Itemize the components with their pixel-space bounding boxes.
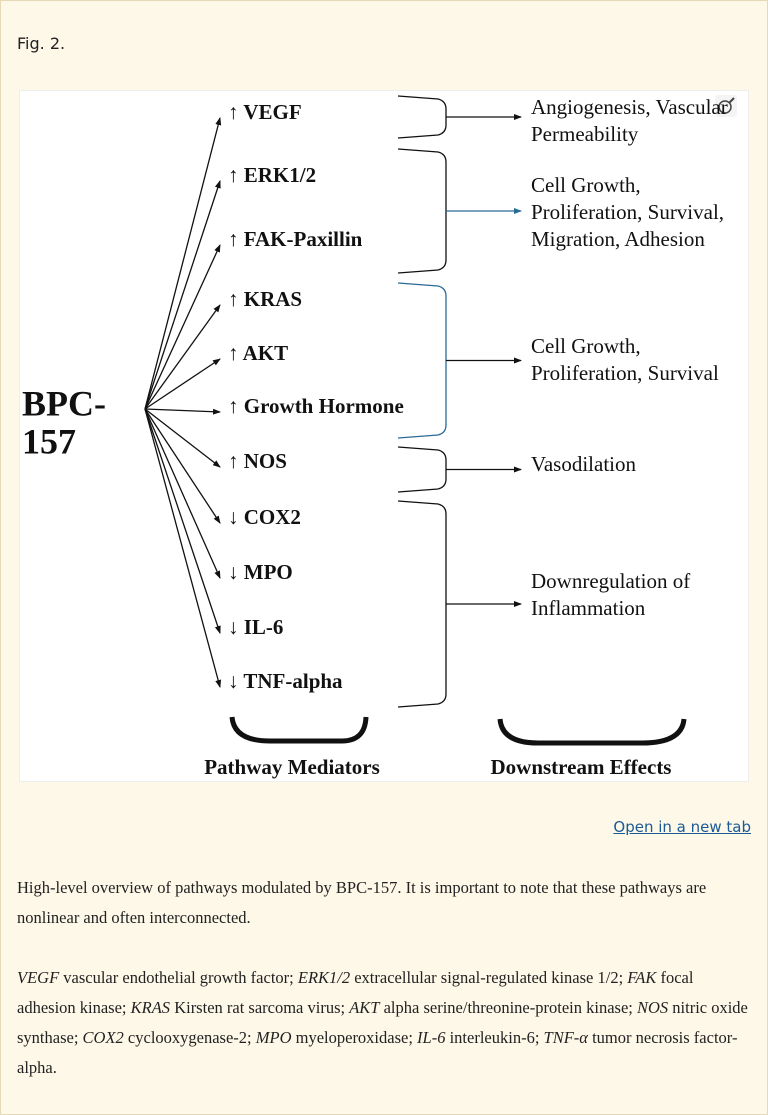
bracket [397,95,447,139]
zoom-icon[interactable] [715,95,737,117]
figure-image: BPC- 157 ↑ VEGF Angiogenesis, Vascular Perme… [19,90,749,782]
abbreviation: KRAS [130,998,171,1017]
abbreviation: NOS [636,998,669,1017]
arrow [144,408,222,688]
arrow [144,180,221,410]
effect: Migration, Adhesion [531,227,705,251]
effect: Downregulation of [531,569,690,593]
definition: interleukin-6; [449,1028,540,1047]
caption-abbreviations: VEGF vascular endothelial growth factor; … [17,963,753,1083]
mediator: ↑ FAK-Paxillin [228,227,363,251]
arrow [144,304,221,410]
mediator: ↑ ERK1/2 [228,163,316,187]
bracket [397,148,447,274]
mediator: ↑ Growth Hormone [228,394,404,418]
effect: Cell Growth, [531,173,641,197]
arrow [144,408,221,524]
arrow [144,117,222,410]
source-label: 157 [22,421,76,461]
effect: Proliferation, Survival, [531,200,724,224]
mediator: ↑ AKT [228,341,288,365]
abbreviation: COX2 [82,1028,124,1047]
mediator: ↑ NOS [228,449,287,473]
effect: Angiogenesis, Vascular [531,95,728,119]
caption-summary: High-level overview of pathways modulate… [17,878,707,927]
effect: Proliferation, Survival [531,361,719,385]
column-label: Pathway Mediators [204,755,380,779]
mediator: ↑ VEGF [228,100,302,124]
abbreviation: IL-6 [417,1028,446,1047]
column-label: Downstream Effects [491,755,672,779]
open-link[interactable]: Open in a new tab [613,818,751,836]
mediator: ↓ IL-6 [228,615,283,639]
arrow [144,408,221,634]
effect: Cell Growth, [531,334,641,358]
abbreviation: MPO [255,1028,292,1047]
definition: vascular endothelial growth factor; [63,968,294,987]
arrow [144,408,221,468]
bracket [397,282,447,439]
effect: Inflammation [531,596,646,620]
abbreviation: VEGF [17,968,60,987]
definition: focal adhesion kinase; [17,968,694,1017]
arrow [144,408,221,415]
brace [229,716,369,744]
mediator: ↑ KRAS [228,287,302,311]
abbreviation: AKT [349,998,380,1017]
definition: myeloperoxidase; [295,1028,413,1047]
mediator: ↓ TNF-alpha [228,669,343,693]
abbreviation: TNF-α [543,1028,588,1047]
brace [497,718,687,746]
effect: Vasodilation [531,452,636,476]
mediator: ↓ COX2 [228,505,301,529]
abbreviation: FAK [627,968,657,987]
definition: Kirsten rat sarcoma virus; [174,998,346,1017]
definition: cyclooxygenase-2; [127,1028,252,1047]
mediator: ↓ MPO [228,560,293,584]
figure-label: Fig. 2. [17,34,66,53]
diagram: BPC-157 ↑ VEGF Angiogenesis, Vascular Perme… [22,95,737,779]
definition: extracellular signal-regulated kinase 1/… [354,968,624,987]
definition: tumor necrosis factor-alpha. [17,1028,738,1077]
definition: alpha serine/threonine-protein kinase; [383,998,633,1017]
arrow [144,244,221,410]
arrow [144,408,221,579]
abbreviation: ERK1/2 [297,968,351,987]
bracket [397,500,447,708]
bracket [397,446,447,493]
definition: nitric oxide synthase; [17,998,748,1047]
effect: Permeability [531,122,639,146]
source-label: BPC- [22,383,106,423]
arrow [144,358,221,410]
